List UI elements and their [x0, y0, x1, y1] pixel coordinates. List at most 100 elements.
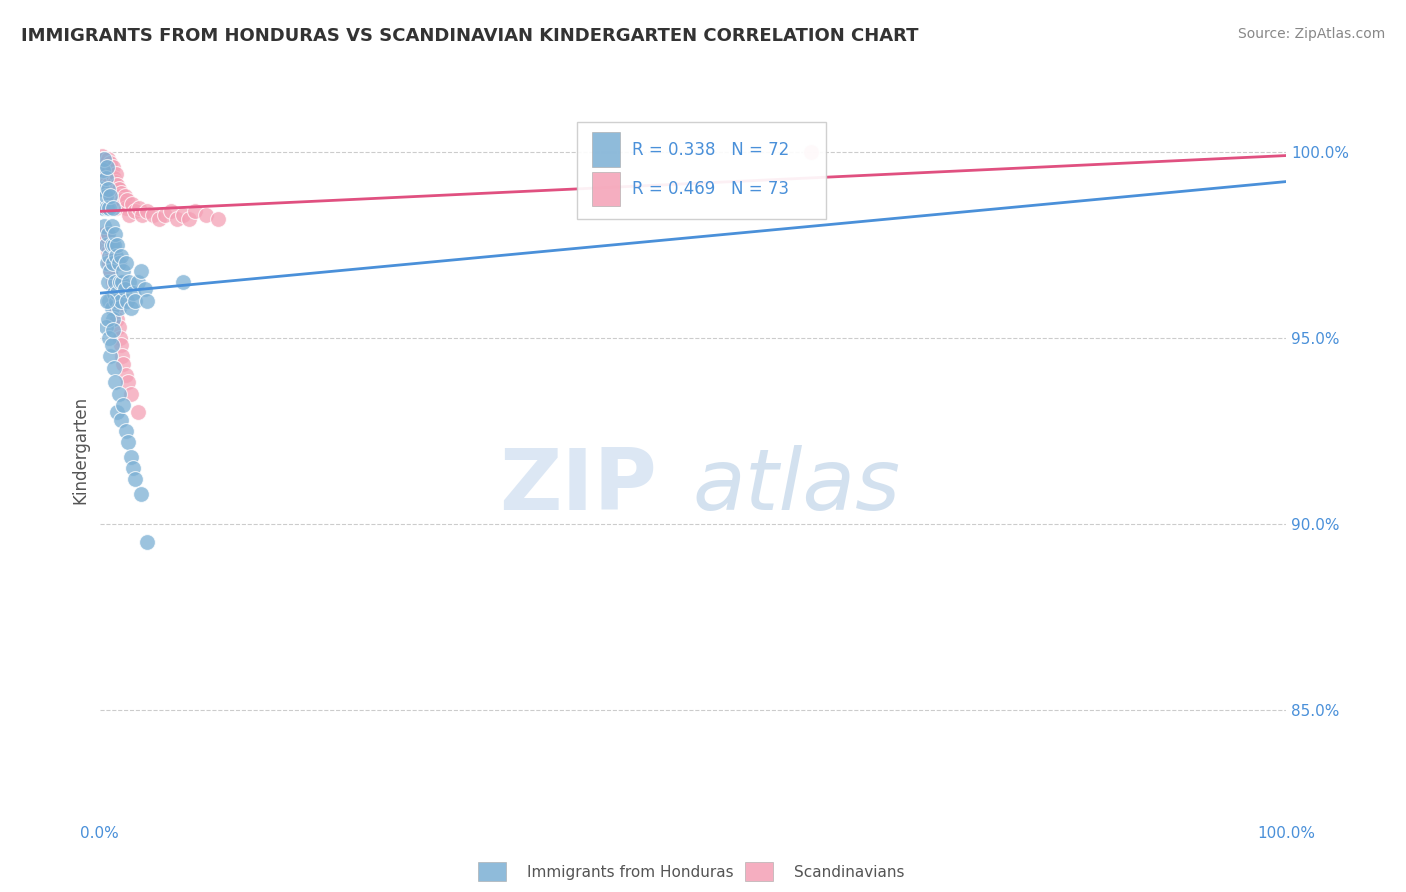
Point	[129, 487, 152, 501]
Point	[101, 193, 124, 207]
Point	[98, 350, 121, 364]
Point	[93, 153, 115, 167]
Point	[131, 208, 153, 222]
Point	[93, 227, 115, 241]
Point	[136, 535, 159, 549]
Point	[98, 256, 121, 270]
Point	[800, 145, 823, 159]
Text: R = 0.469   N = 73: R = 0.469 N = 73	[633, 180, 789, 198]
Point	[115, 293, 138, 308]
Point	[98, 186, 121, 200]
Point	[114, 283, 136, 297]
Point	[94, 189, 117, 203]
Point	[127, 275, 149, 289]
Point	[94, 167, 117, 181]
Point	[108, 189, 131, 203]
Point	[94, 156, 117, 170]
Point	[101, 201, 124, 215]
Point	[97, 153, 120, 167]
Point	[98, 264, 121, 278]
Point	[110, 413, 132, 427]
Point	[118, 275, 141, 289]
Point	[112, 398, 135, 412]
Point	[103, 360, 125, 375]
Point	[122, 286, 145, 301]
Point	[98, 156, 121, 170]
Point	[118, 208, 141, 222]
Y-axis label: Kindergarten: Kindergarten	[72, 395, 89, 503]
Point	[114, 424, 136, 438]
Point	[112, 357, 135, 371]
Point	[111, 193, 134, 207]
Point	[100, 301, 122, 315]
Point	[101, 275, 124, 289]
Point	[107, 178, 129, 193]
Point	[108, 331, 131, 345]
Point	[98, 293, 121, 308]
Point	[105, 201, 128, 215]
Point	[103, 170, 125, 185]
Point	[107, 386, 129, 401]
Point	[110, 293, 132, 308]
Point	[100, 219, 122, 234]
Point	[93, 219, 115, 234]
Point	[103, 286, 125, 301]
Point	[114, 256, 136, 270]
Point	[107, 256, 129, 270]
Point	[195, 208, 218, 222]
Point	[103, 237, 125, 252]
Point	[98, 201, 121, 215]
Point	[100, 189, 122, 203]
Point	[91, 163, 114, 178]
Point	[105, 249, 128, 263]
Point	[96, 293, 118, 308]
FancyBboxPatch shape	[592, 172, 620, 206]
Point	[100, 237, 122, 252]
Point	[107, 312, 129, 326]
Text: ZIP: ZIP	[499, 445, 657, 528]
Point	[101, 323, 124, 337]
Point	[94, 237, 117, 252]
Point	[107, 182, 129, 196]
Point	[97, 245, 120, 260]
Point	[114, 368, 136, 382]
Point	[100, 338, 122, 352]
Point	[120, 386, 142, 401]
Point	[105, 301, 128, 315]
Text: R = 0.338   N = 72: R = 0.338 N = 72	[633, 141, 790, 159]
Point	[97, 275, 120, 289]
Point	[107, 319, 129, 334]
Point	[104, 175, 127, 189]
Text: IMMIGRANTS FROM HONDURAS VS SCANDINAVIAN KINDERGARTEN CORRELATION CHART: IMMIGRANTS FROM HONDURAS VS SCANDINAVIAN…	[21, 27, 918, 45]
Point	[107, 286, 129, 301]
FancyBboxPatch shape	[592, 133, 620, 167]
Point	[97, 182, 120, 196]
Point	[103, 197, 125, 211]
Point	[108, 275, 131, 289]
Point	[101, 256, 124, 270]
Point	[103, 283, 125, 297]
Text: Source: ZipAtlas.com: Source: ZipAtlas.com	[1237, 27, 1385, 41]
Point	[96, 160, 118, 174]
Point	[94, 170, 117, 185]
Point	[96, 256, 118, 270]
Point	[98, 163, 121, 178]
Point	[110, 249, 132, 263]
Point	[100, 249, 122, 263]
Point	[120, 450, 142, 464]
Point	[91, 201, 114, 215]
Point	[172, 275, 194, 289]
Point	[101, 160, 124, 174]
Point	[136, 293, 159, 308]
Point	[177, 211, 200, 226]
Point	[100, 167, 122, 181]
FancyBboxPatch shape	[576, 122, 825, 219]
Point	[166, 211, 188, 226]
Text: Immigrants from Honduras: Immigrants from Honduras	[527, 865, 734, 880]
Point	[105, 167, 128, 181]
Point	[107, 405, 129, 419]
Point	[91, 160, 114, 174]
Point	[97, 312, 120, 326]
Point	[91, 148, 114, 162]
Point	[98, 189, 121, 203]
